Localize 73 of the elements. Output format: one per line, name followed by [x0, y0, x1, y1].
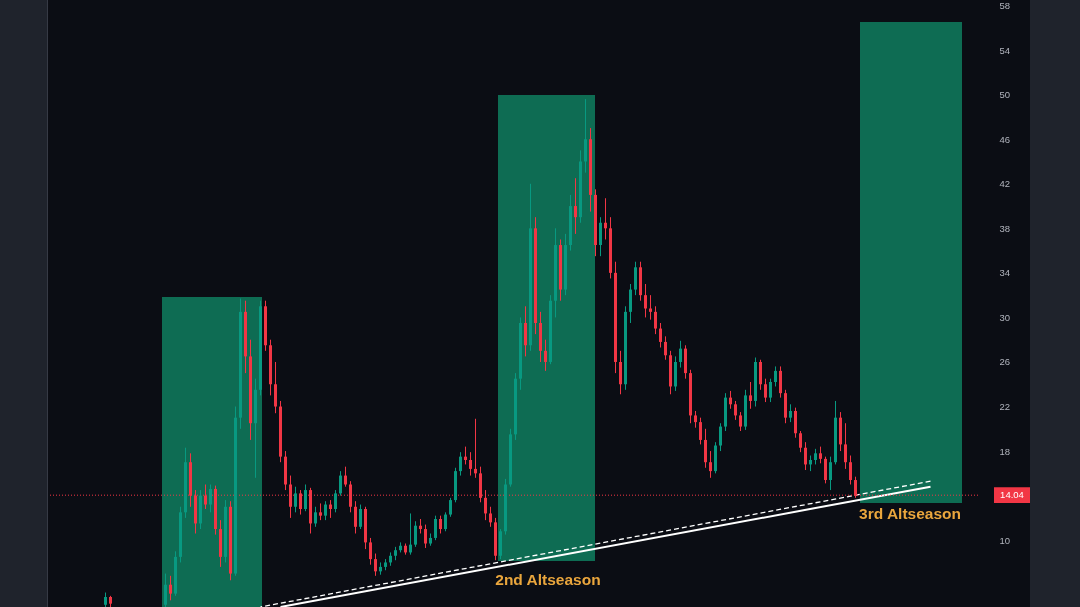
candlestick	[334, 489, 337, 513]
y-tick-label: 30	[999, 311, 1011, 323]
candlestick	[574, 177, 577, 235]
candlestick	[634, 261, 637, 296]
candlestick	[369, 537, 372, 566]
candlestick	[629, 283, 632, 324]
candlestick	[824, 456, 827, 484]
candlestick	[489, 506, 492, 528]
y-tick-label: 42	[999, 178, 1011, 190]
candlestick	[759, 359, 762, 391]
candlestick	[449, 497, 452, 518]
candlestick	[679, 340, 682, 369]
candlestick	[719, 422, 722, 452]
candlestick	[314, 506, 317, 528]
y-tick-label: 34	[999, 267, 1011, 279]
y-tick-label: 22	[999, 401, 1011, 413]
candlestick	[804, 441, 807, 471]
y-tick-label: 46	[999, 133, 1011, 145]
candlestick	[294, 486, 297, 513]
candlestick	[474, 418, 477, 479]
candlestick	[164, 573, 167, 607]
ref-line-label: 14.04	[1000, 489, 1024, 501]
candlestick	[359, 504, 362, 530]
candlestick	[664, 335, 667, 361]
y-tick-label: 26	[999, 356, 1011, 368]
candlestick	[659, 322, 662, 348]
y-tick-label: 54	[999, 44, 1011, 56]
candlestick	[484, 489, 487, 521]
candlestick	[799, 430, 802, 453]
candlestick	[779, 365, 782, 399]
candlestick	[459, 451, 462, 477]
candlestick	[709, 450, 712, 479]
candlestick	[849, 455, 852, 485]
candlestick	[699, 417, 702, 445]
y-tick-label: 10	[999, 534, 1011, 546]
candlestick	[324, 500, 327, 521]
candlestick	[409, 512, 412, 556]
candlestick	[209, 483, 212, 513]
candlestick	[469, 451, 472, 477]
annotation: 3rd Altseason	[859, 505, 961, 523]
candlestick	[829, 456, 832, 491]
candlestick	[304, 483, 307, 512]
candlestick	[424, 524, 427, 549]
candlestick	[599, 216, 602, 257]
candlestick	[434, 515, 437, 541]
candlestick	[274, 361, 277, 414]
y-tick-label: 50	[999, 89, 1011, 101]
y-tick-label: 38	[999, 222, 1011, 234]
candlestick	[704, 428, 707, 469]
candlestick	[524, 305, 527, 357]
candlestick	[619, 350, 622, 395]
candlestick	[774, 365, 777, 387]
candlestick	[844, 422, 847, 470]
candlestick	[644, 283, 647, 318]
candlestick	[374, 553, 377, 577]
candlestick	[739, 411, 742, 432]
candlestick	[584, 98, 587, 174]
candlestick	[444, 511, 447, 532]
annotation: 2nd Altseason	[495, 570, 601, 588]
candlestick	[544, 339, 547, 372]
candlestick	[169, 575, 172, 601]
candlestick	[649, 294, 652, 321]
candlestick	[769, 378, 772, 403]
candlestick	[414, 520, 417, 548]
candlestick	[734, 400, 737, 421]
candlestick	[339, 470, 342, 497]
candlestick	[794, 407, 797, 439]
candlestick	[764, 378, 767, 403]
candlestick	[354, 500, 357, 534]
y-tick-label: 18	[999, 445, 1011, 457]
candlestick	[749, 381, 752, 410]
candlestick	[654, 305, 657, 335]
y-tick-label: 58	[999, 0, 1011, 12]
